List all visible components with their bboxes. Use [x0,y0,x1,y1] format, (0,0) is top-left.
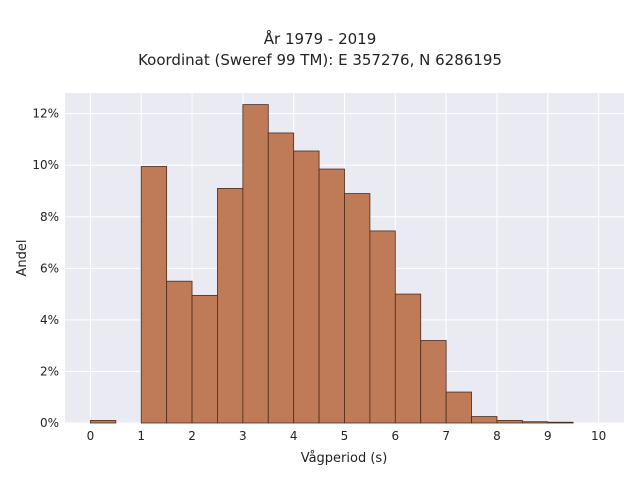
histogram-bar [293,150,320,424]
x-axis-label: Vågperiod (s) [301,451,388,466]
y-tick-label: 2% [40,364,59,378]
y-tick-label: 0% [40,416,59,430]
x-tick-label: 10 [591,429,606,443]
x-tick-label: 2 [188,429,196,443]
x-tick-label: 4 [290,429,298,443]
histogram-bar [318,168,345,424]
histogram-bar [344,193,371,424]
chart-title: År 1979 - 2019 [263,30,377,48]
histogram-bar [140,166,168,424]
histogram-bar [521,421,549,424]
bars [90,104,574,424]
x-tick-label: 3 [239,429,247,443]
histogram-bar [242,104,269,424]
y-tick-label: 6% [40,261,59,275]
y-axis-label: Andel [15,240,30,277]
histogram-bar [445,391,472,424]
histogram-bar [496,420,523,424]
x-tick-label: 6 [391,429,399,443]
histogram-bar [369,230,396,424]
histogram-bar [166,280,193,424]
x-tick-label: 7 [442,429,450,443]
histogram-bar [471,416,498,424]
histogram-bar [90,420,117,424]
histogram-bar [420,340,447,424]
histogram-bar [547,421,574,424]
x-tick-label: 1 [137,429,145,443]
y-tick-label: 8% [40,210,59,224]
histogram-bar [217,187,244,424]
y-axis-ticks: 0% 2% 4% 6% 8% 10% 12% [32,107,59,430]
histogram-bar [394,293,422,424]
x-tick-label: 0 [87,429,95,443]
x-axis-ticks: 0 1 2 3 4 5 6 7 8 9 10 [87,429,607,443]
x-tick-label: 8 [493,429,501,443]
y-tick-label: 4% [40,313,59,327]
x-tick-label: 9 [544,429,552,443]
chart-subtitle: Koordinat (Sweref 99 TM): E 357276, N 62… [138,51,502,69]
x-tick-label: 5 [341,429,349,443]
histogram-bar [191,294,218,424]
y-tick-label: 10% [32,158,59,172]
histogram-bar [267,132,295,424]
y-tick-label: 12% [32,107,59,121]
